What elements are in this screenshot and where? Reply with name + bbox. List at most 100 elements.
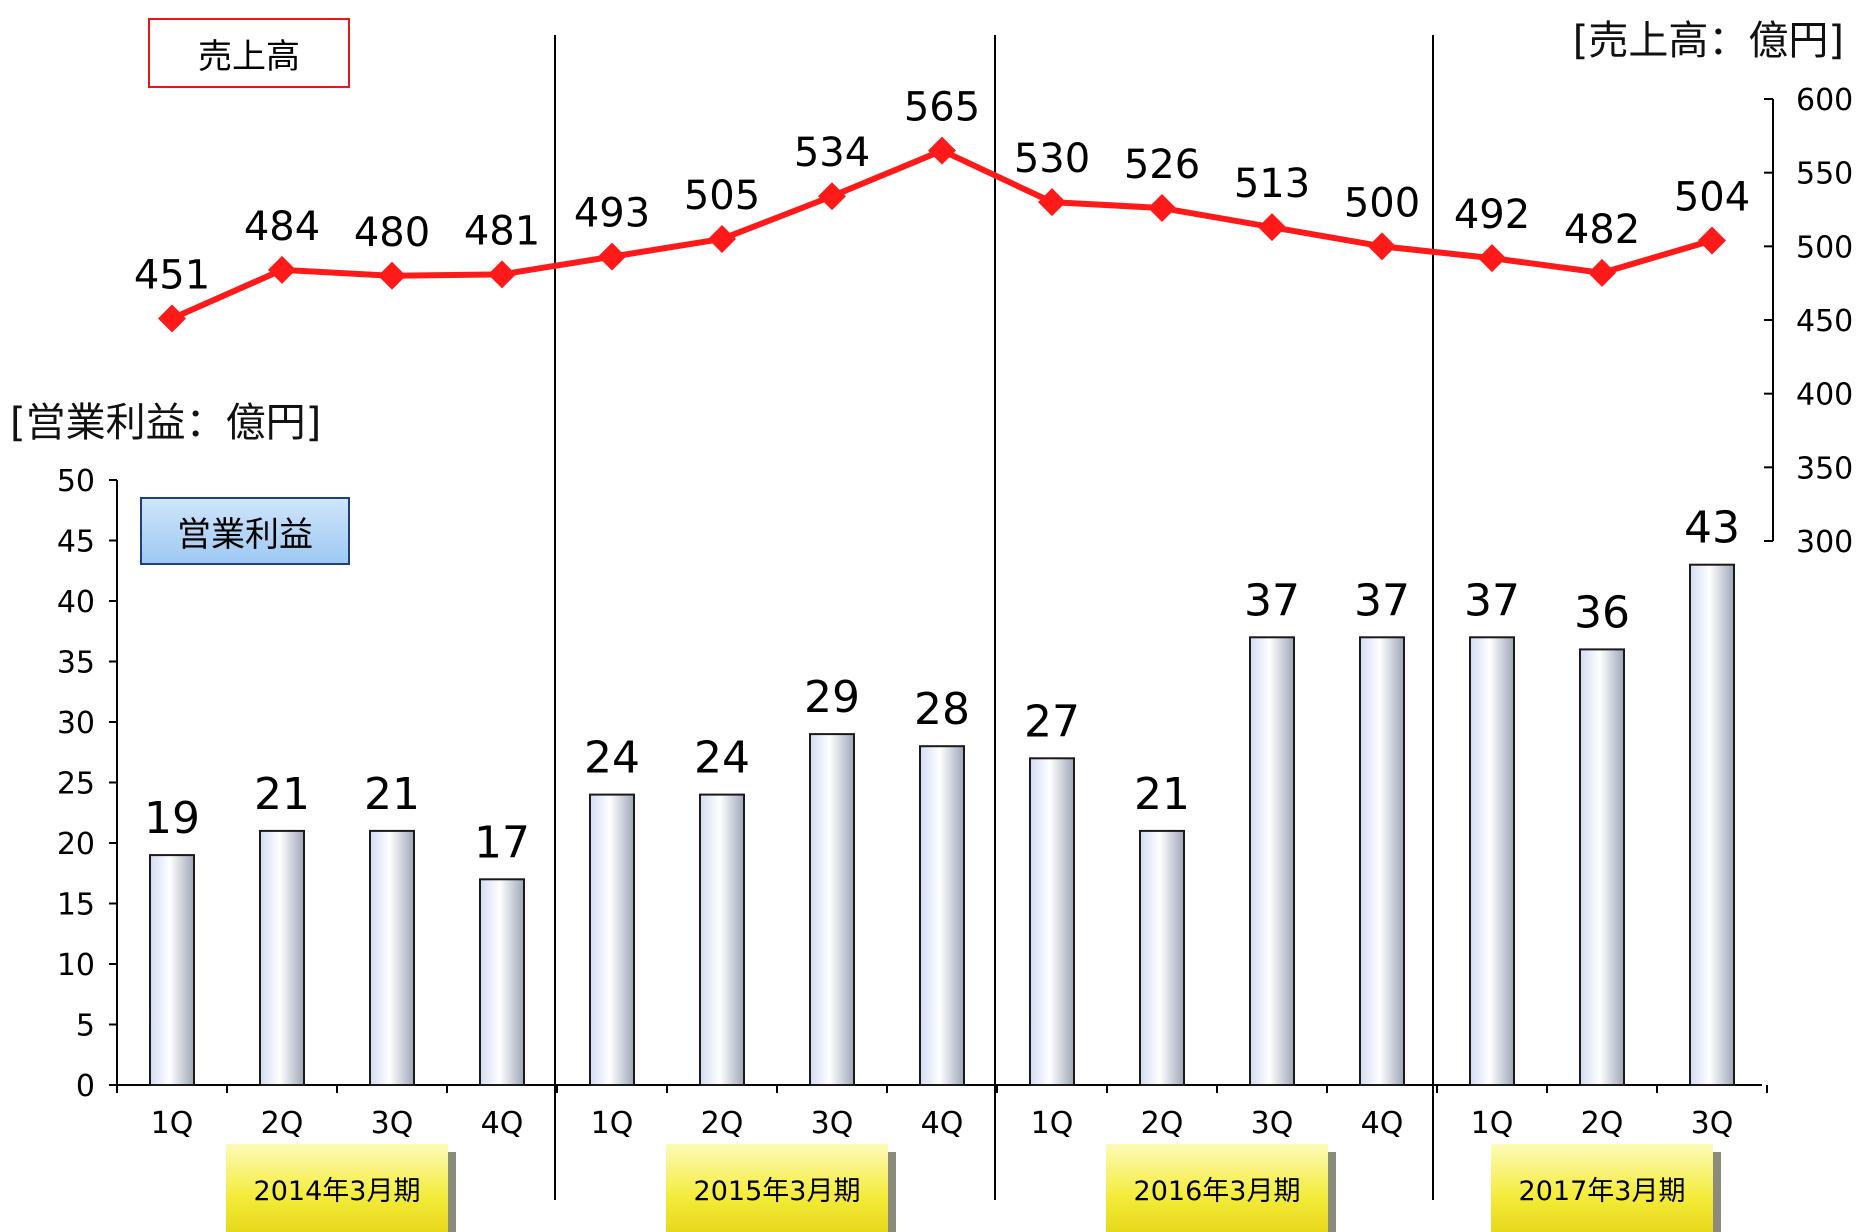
period-label-2: 2015年3月期 bbox=[666, 1144, 888, 1232]
sales-marker bbox=[1698, 226, 1726, 255]
x-axis-labels: 1Q 2Q 3Q 4Q 1Q 2Q 3Q 4Q 1Q 2Q 3Q 4Q 1Q 2Q 3Q bbox=[151, 1106, 1734, 1141]
period-label-4: 2017年3月期 bbox=[1491, 1144, 1713, 1232]
sales-tick-label: 600 bbox=[1796, 83, 1853, 118]
sales-marker bbox=[708, 224, 736, 253]
profit-tick-label: 15 bbox=[57, 888, 95, 923]
profit-tick-label: 5 bbox=[76, 1009, 95, 1044]
profit-tick-label: 25 bbox=[57, 767, 95, 802]
sales-line-series bbox=[158, 136, 1726, 333]
x-category-label: 3Q bbox=[371, 1106, 414, 1141]
profit-bar bbox=[479, 878, 525, 1086]
sales-marker bbox=[818, 182, 846, 211]
profit-bar bbox=[1359, 636, 1405, 1086]
x-category-label: 4Q bbox=[1361, 1106, 1404, 1141]
profit-tick-label: 20 bbox=[57, 827, 95, 862]
profit-bar bbox=[1579, 648, 1625, 1087]
sales-marker bbox=[488, 260, 516, 289]
profit-bars bbox=[149, 563, 1735, 1087]
x-category-label: 2Q bbox=[1141, 1106, 1184, 1141]
profit-tick-label: 50 bbox=[57, 464, 95, 499]
profit-value-label: 29 bbox=[804, 672, 860, 723]
profit-value-label: 21 bbox=[254, 769, 310, 820]
profit-bar bbox=[1029, 757, 1075, 1086]
sales-tick-label: 300 bbox=[1796, 525, 1853, 560]
profit-value-label: 24 bbox=[584, 733, 640, 784]
profit-tick-label: 40 bbox=[57, 585, 95, 620]
x-category-label: 1Q bbox=[591, 1106, 634, 1141]
sales-marker bbox=[1588, 258, 1616, 287]
x-category-label: 2Q bbox=[1581, 1106, 1624, 1141]
profit-legend: 営業利益 bbox=[140, 497, 350, 565]
sales-unit-label: [売上高：億円] bbox=[1572, 18, 1844, 64]
x-category-label: 2Q bbox=[701, 1106, 744, 1141]
sales-value-label: 492 bbox=[1454, 192, 1530, 238]
x-category-label: 4Q bbox=[921, 1106, 964, 1141]
profit-value-label: 28 bbox=[914, 684, 970, 735]
sales-marker bbox=[158, 304, 186, 333]
sales-value-label: 534 bbox=[794, 130, 870, 176]
profit-value-label: 21 bbox=[1134, 769, 1190, 820]
profit-tick-label: 30 bbox=[57, 706, 95, 741]
profit-bar-labels: 19 21 21 17 24 24 29 28 27 21 37 37 37 36 43 bbox=[144, 503, 1740, 869]
sales-value-label: 451 bbox=[134, 253, 210, 299]
sales-tick-label: 400 bbox=[1796, 378, 1853, 413]
sales-tick-label: 500 bbox=[1796, 230, 1853, 265]
sales-marker bbox=[598, 242, 626, 271]
profit-value-label: 17 bbox=[474, 817, 530, 868]
x-category-label: 1Q bbox=[1471, 1106, 1514, 1141]
sales-tick-label: 550 bbox=[1796, 157, 1853, 192]
sales-value-label: 504 bbox=[1674, 174, 1750, 220]
profit-bar bbox=[809, 733, 855, 1086]
sales-y-axis: 300 350 400 450 500 550 600 bbox=[1764, 83, 1853, 560]
sales-value-label: 505 bbox=[684, 173, 760, 219]
sales-legend: 売上高 bbox=[148, 18, 350, 88]
sales-marker bbox=[378, 261, 406, 290]
profit-bar bbox=[149, 854, 195, 1086]
sales-value-label: 500 bbox=[1344, 180, 1420, 226]
profit-tick-label: 0 bbox=[76, 1069, 95, 1104]
profit-value-label: 19 bbox=[144, 793, 200, 844]
profit-tick-label: 45 bbox=[57, 525, 95, 560]
profit-bar bbox=[1689, 563, 1735, 1086]
profit-value-label: 43 bbox=[1684, 503, 1740, 554]
sales-marker bbox=[1478, 244, 1506, 273]
x-category-label: 3Q bbox=[1691, 1106, 1734, 1141]
period-dividers bbox=[554, 35, 1434, 1200]
x-category-label: 4Q bbox=[481, 1106, 524, 1141]
x-category-label: 1Q bbox=[151, 1106, 194, 1141]
profit-value-label: 21 bbox=[364, 769, 420, 820]
sales-value-label: 526 bbox=[1124, 142, 1200, 188]
profit-value-label: 37 bbox=[1354, 575, 1410, 626]
period-label-3: 2016年3月期 bbox=[1106, 1144, 1328, 1232]
profit-bar bbox=[699, 793, 745, 1086]
profit-bar bbox=[589, 793, 635, 1086]
profit-bar bbox=[919, 745, 965, 1086]
sales-marker bbox=[1258, 213, 1286, 242]
sales-marker bbox=[928, 136, 956, 165]
profit-value-label: 24 bbox=[694, 733, 750, 784]
x-category-label: 2Q bbox=[261, 1106, 304, 1141]
sales-marker bbox=[1148, 194, 1176, 223]
sales-value-label: 480 bbox=[354, 210, 430, 256]
x-category-label: 3Q bbox=[811, 1106, 854, 1141]
period-label-1: 2014年3月期 bbox=[226, 1144, 448, 1232]
sales-marker bbox=[268, 255, 296, 284]
sales-value-label: 484 bbox=[244, 204, 320, 250]
profit-value-label: 27 bbox=[1024, 696, 1080, 747]
sales-point-labels: 451 484 480 481 493 505 534 565 530 526 513 500 492 4… bbox=[134, 85, 1750, 299]
sales-value-label: 493 bbox=[574, 191, 650, 237]
sales-value-label: 530 bbox=[1014, 136, 1090, 182]
profit-bar bbox=[259, 829, 305, 1087]
profit-value-label: 37 bbox=[1244, 575, 1300, 626]
profit-bar bbox=[1469, 636, 1515, 1086]
profit-value-label: 36 bbox=[1574, 587, 1630, 638]
profit-unit-label: [営業利益：億円] bbox=[10, 400, 322, 446]
profit-bar bbox=[1249, 636, 1295, 1086]
x-category-label: 3Q bbox=[1251, 1106, 1294, 1141]
sales-marker bbox=[1038, 188, 1066, 217]
sales-tick-label: 350 bbox=[1796, 451, 1853, 486]
sales-value-label: 513 bbox=[1234, 161, 1310, 207]
profit-bar bbox=[369, 829, 415, 1087]
sales-marker bbox=[1368, 232, 1396, 261]
